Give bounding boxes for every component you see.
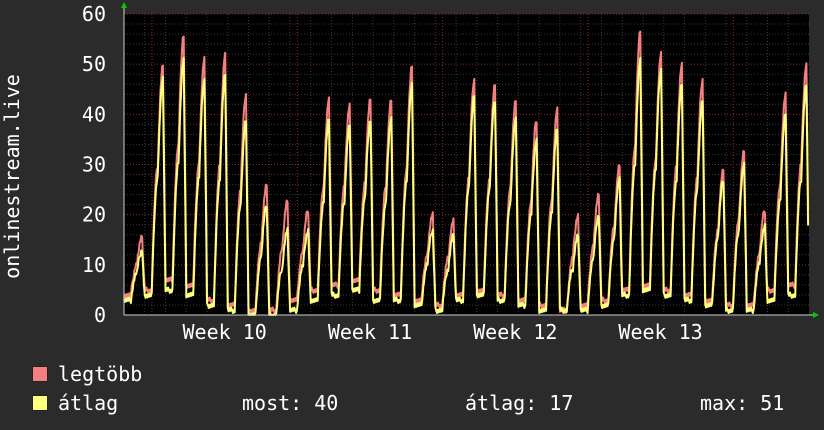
stat-max: max: 51	[700, 391, 784, 415]
y-tick-label: 60	[82, 2, 106, 26]
stat-most-label: most:	[242, 391, 303, 415]
y-tick-label: 50	[82, 52, 106, 76]
stat-max-value: 51	[760, 391, 785, 415]
legend-label-max: legtöbb	[58, 362, 143, 386]
y-axis-label: onlinestream.live	[0, 74, 24, 279]
legend-label-avg: átlag	[58, 391, 119, 415]
x-tick-label: Week 12	[473, 320, 557, 340]
y-axis-arrow-icon	[121, 2, 127, 8]
x-tick-label: Week 10	[183, 320, 267, 340]
legend-item-avg: átlag most: 40 átlag: 17 max: 51	[32, 391, 812, 415]
line-chart: 0 10 20 30 40 50 60 Week 10 Week 11 Week 12 Week 1…	[0, 2, 819, 340]
y-tick-label: 40	[82, 102, 106, 126]
y-tick-label: 20	[82, 203, 106, 227]
legend-swatch-avg	[32, 395, 48, 411]
stat-atlag-value: 17	[549, 391, 574, 415]
x-tick-label: Week 11	[328, 320, 412, 340]
stat-most: most: 40	[242, 391, 338, 415]
series-line-avg	[123, 56, 810, 316]
y-tick-label: 10	[82, 253, 106, 277]
y-tick-label: 30	[82, 153, 106, 177]
stat-atlag: átlag: 17	[465, 391, 573, 415]
x-tick-label: Week 13	[618, 320, 702, 340]
legend-swatch-max	[32, 366, 48, 382]
stat-atlag-label: átlag:	[465, 391, 538, 415]
stat-most-value: 40	[314, 391, 339, 415]
stat-max-label: max:	[700, 391, 749, 415]
y-tick-label: 0	[94, 303, 106, 327]
chart-area: 0 10 20 30 40 50 60 Week 10 Week 11 Week 12 Week 1…	[0, 2, 819, 340]
x-axis-arrow-icon	[813, 312, 819, 318]
